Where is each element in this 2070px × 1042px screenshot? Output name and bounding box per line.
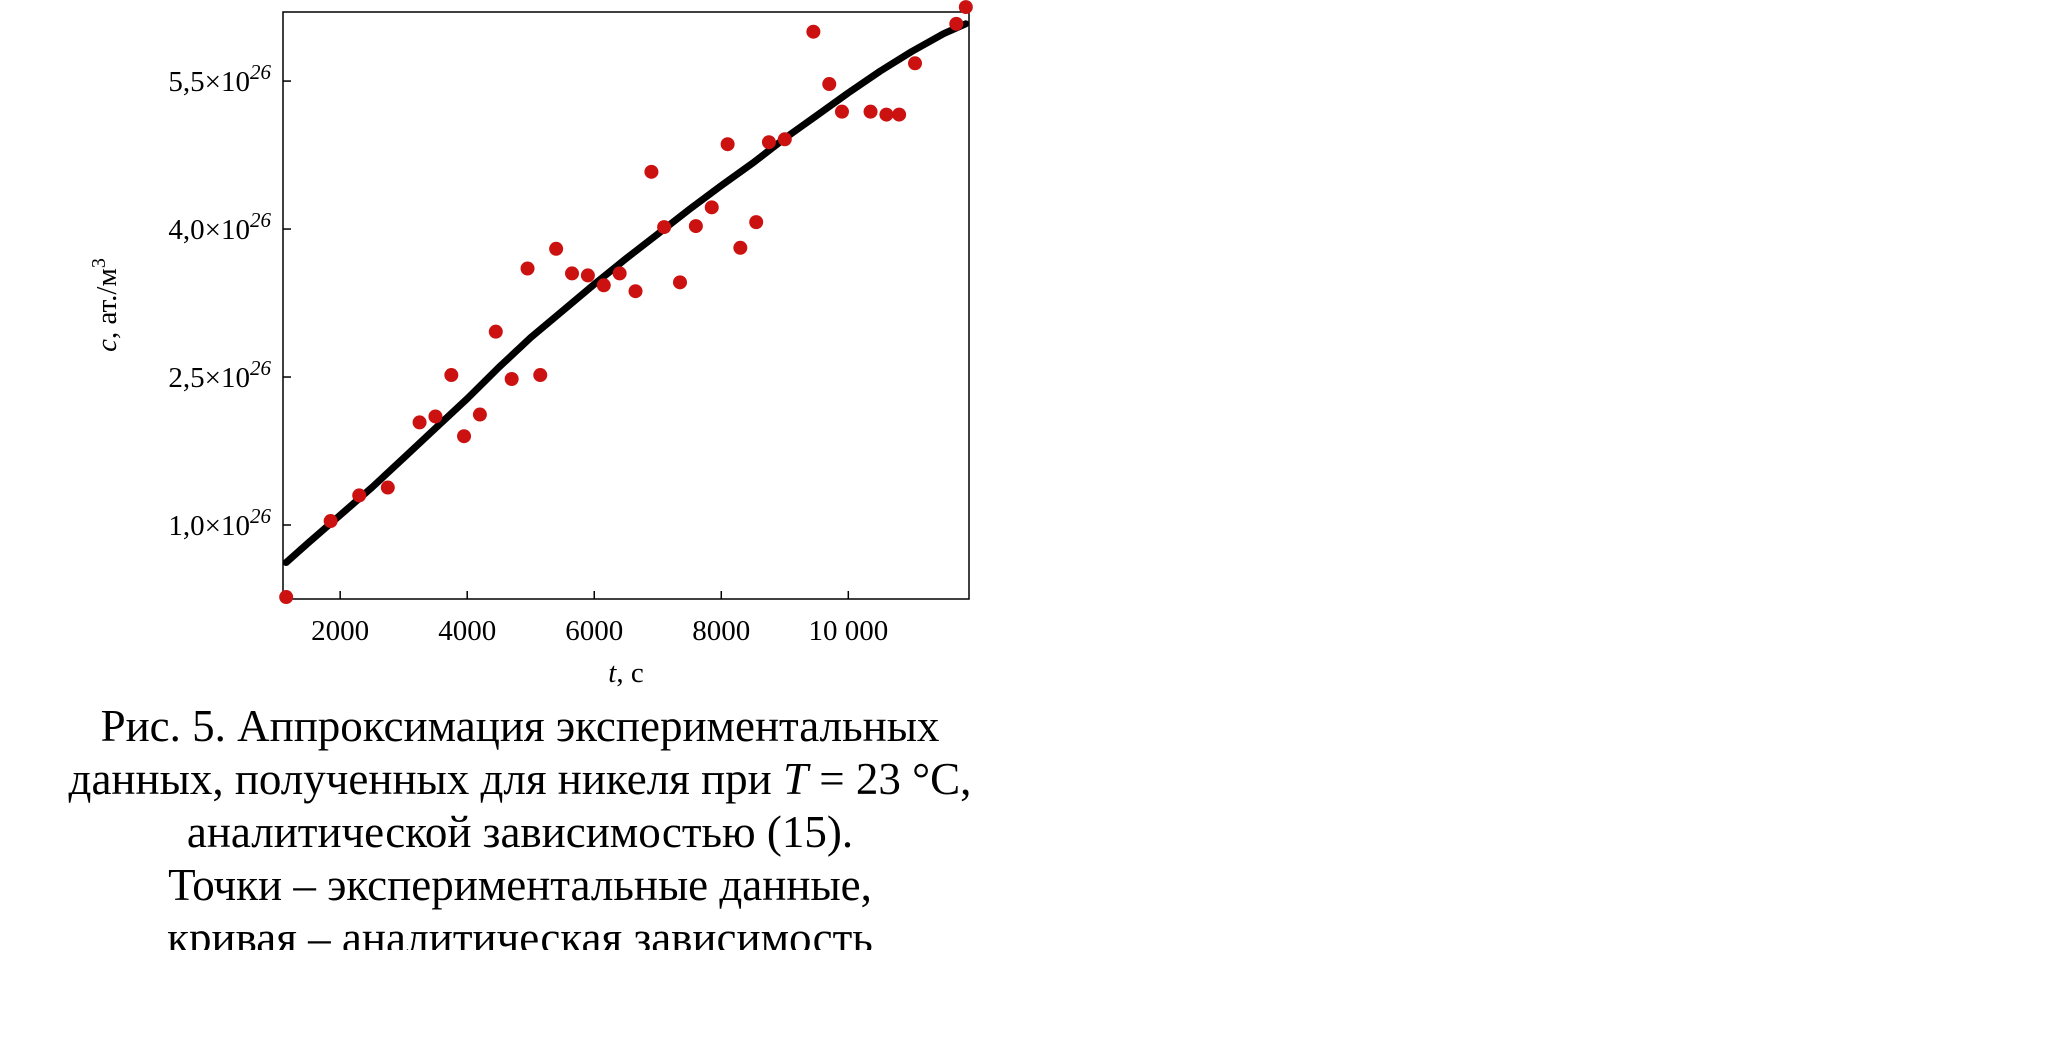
- x-tick-label-2: 6000: [565, 615, 623, 647]
- y-tick-exponent-1: 26: [250, 356, 272, 380]
- data-point-11: [520, 261, 535, 276]
- data-point-36: [949, 16, 964, 31]
- x-axis-var: t: [608, 657, 617, 689]
- data-point-29: [806, 24, 821, 39]
- data-point-28: [777, 132, 792, 147]
- data-point-14: [565, 266, 580, 281]
- y-axis-unit: , ат./м: [91, 268, 123, 339]
- data-point-19: [644, 164, 659, 179]
- data-point-10: [504, 371, 519, 386]
- data-point-35: [908, 56, 923, 71]
- x-tick-label-0: 2000: [311, 615, 369, 647]
- y-tick-exponent-2: 26: [250, 208, 272, 232]
- data-point-23: [704, 200, 719, 215]
- caption-line-2: данных, полученных для никеля при T = 23…: [20, 753, 1020, 806]
- data-point-32: [863, 104, 878, 119]
- data-point-30: [822, 77, 837, 92]
- data-point-2: [352, 488, 367, 503]
- data-point-34: [892, 107, 907, 122]
- caption-line-2-pre: данных, полученных для никеля при: [68, 754, 784, 804]
- data-point-17: [612, 266, 627, 281]
- caption-line-3: аналитической зависимостью (15).: [186, 807, 854, 857]
- data-point-13: [549, 241, 564, 256]
- caption-line-5: кривая – аналитическая зависимость: [167, 913, 873, 950]
- data-point-16: [596, 278, 611, 293]
- data-point-37: [958, 0, 973, 15]
- data-point-21: [672, 275, 687, 290]
- fit-curve: [282, 20, 970, 566]
- y-tick-mantissa-3: 5,5×10: [168, 66, 250, 98]
- plot-area: [282, 11, 970, 600]
- caption-line-1: Рис. 5. Аппроксимация экспериментальных: [100, 701, 940, 751]
- data-point-3: [380, 480, 395, 495]
- y-tick-label-3: 5,5×1026: [168, 60, 271, 98]
- data-point-15: [580, 268, 595, 283]
- data-point-26: [749, 215, 764, 230]
- figure-caption: Рис. 5. Аппроксимация экспериментальных …: [20, 700, 1020, 950]
- y-tick-exponent-0: 26: [250, 504, 272, 528]
- data-point-8: [472, 407, 487, 422]
- chart: 2000 4000 6000 8000 10 000 1,0×10262,5×10264…: [88, 0, 973, 689]
- caption-line-4: Точки – экспериментальные данные,: [168, 860, 872, 910]
- y-axis-var: c: [91, 339, 123, 352]
- data-point-4: [412, 415, 427, 430]
- data-point-9: [488, 324, 503, 339]
- y-axis-unit-sup: 3: [88, 258, 110, 268]
- x-tick-label-4: 10 000: [808, 615, 888, 647]
- y-tick-label-0: 1,0×1026: [168, 504, 271, 542]
- data-point-12: [533, 368, 548, 383]
- data-point-6: [444, 368, 459, 383]
- caption-temperature-var: T: [783, 754, 809, 804]
- x-axis-title: t, с: [608, 657, 643, 689]
- data-point-22: [688, 219, 703, 234]
- x-tick-label-3: 8000: [692, 615, 750, 647]
- y-tick-mantissa-2: 4,0×10: [168, 214, 250, 246]
- y-axis-title: c, ат./м3: [88, 258, 123, 352]
- plot-frame: [282, 11, 970, 600]
- x-tick-label-1: 4000: [438, 615, 496, 647]
- data-point-33: [879, 107, 894, 122]
- y-tick-label-2: 4,0×1026: [168, 208, 271, 246]
- x-axis: 2000 4000 6000 8000 10 000: [311, 591, 888, 647]
- data-point-7: [457, 429, 472, 444]
- y-tick-mantissa-0: 1,0×10: [168, 510, 250, 542]
- data-point-24: [720, 137, 735, 152]
- y-tick-exponent-3: 26: [250, 60, 272, 84]
- y-tick-mantissa-1: 2,5×10: [168, 362, 250, 394]
- data-points-layer: [279, 0, 973, 605]
- data-point-1: [323, 514, 338, 529]
- data-point-25: [733, 240, 748, 255]
- y-tick-label-1: 2,5×1026: [168, 356, 271, 394]
- data-point-18: [628, 284, 643, 299]
- x-axis-unit: , с: [616, 657, 643, 689]
- data-point-31: [834, 104, 849, 119]
- fit-curve-layer: [282, 20, 970, 566]
- data-point-0: [279, 590, 294, 605]
- data-point-5: [428, 409, 443, 424]
- caption-line-2-post: = 23 °С,: [808, 754, 972, 804]
- data-point-27: [761, 135, 776, 150]
- data-point-20: [657, 220, 672, 235]
